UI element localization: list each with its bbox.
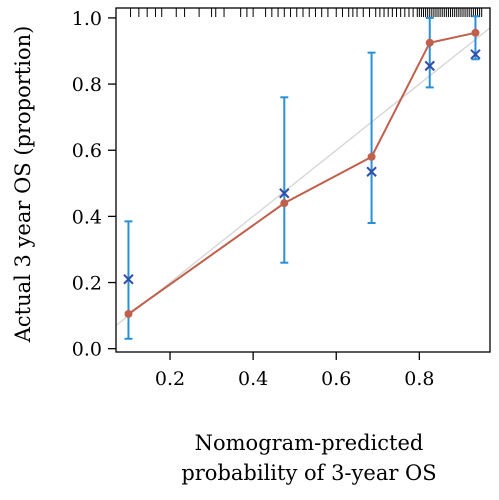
x-tick-label-3: 0.8 [404, 368, 434, 390]
y-tick-label-5: 1.0 [72, 8, 102, 30]
cross-stroke-b-1 [279, 188, 290, 199]
observed-point-2 [367, 152, 376, 161]
x-axis-title-line1: Nomogram-predicted [195, 431, 424, 455]
observed-point-4 [471, 28, 480, 37]
observed-point-3 [425, 38, 434, 47]
x-axis-title-line2: probability of 3-year OS [181, 461, 436, 485]
x-axis-ticks: 0.2 0.4 0.6 0.8 [155, 352, 434, 390]
observed-point-0 [124, 309, 133, 318]
x-tick-label-2: 0.6 [321, 368, 351, 390]
cross-stroke-b-0 [123, 274, 134, 285]
cross-marker-0 [123, 274, 134, 285]
cross-stroke-b-4 [470, 49, 481, 60]
cross-marker-3 [424, 60, 435, 72]
cross-marker-1 [279, 188, 290, 199]
cross-stroke-b-3 [424, 60, 435, 72]
reference-line [115, 27, 491, 327]
y-tick-label-1: 0.2 [72, 273, 102, 295]
y-axis-title: Actual 3 year OS (proportion) [11, 26, 35, 344]
x-tick-label-0: 0.2 [155, 368, 185, 390]
y-tick-label-4: 0.8 [72, 74, 102, 96]
plot-layer [115, 8, 491, 340]
cross-stroke-b-2 [366, 166, 377, 177]
plot-frame [115, 7, 491, 353]
observed-point-1 [280, 199, 289, 208]
observed-line [127, 31, 476, 315]
y-tick-label-3: 0.6 [72, 140, 102, 162]
cross-marker-2 [366, 166, 377, 177]
cross-marker-4 [470, 49, 481, 60]
y-tick-label-0: 0.0 [72, 339, 102, 361]
y-tick-label-2: 0.4 [72, 206, 102, 228]
y-axis-ticks: 0.0 0.2 0.4 0.6 0.8 1.0 [72, 8, 116, 361]
x-tick-label-1: 0.4 [238, 368, 268, 390]
